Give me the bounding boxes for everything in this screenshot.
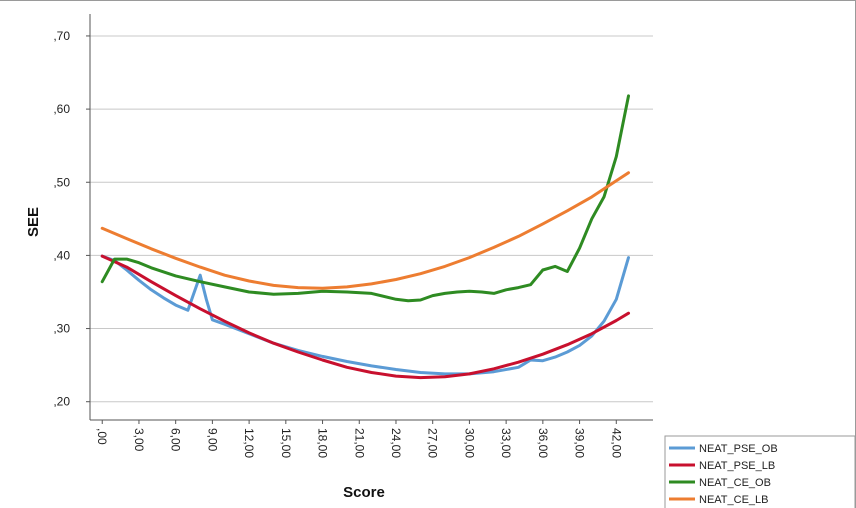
x-ticks: ,00 3,00 6,00 9,00 12,00 15,00 18,00 21,00 24,00… xyxy=(95,420,623,458)
x-tick-label-14: 42,00 xyxy=(609,428,623,458)
x-tick-label-4: 12,00 xyxy=(242,428,256,458)
y-ticks: ,20 ,30 ,40 ,50 ,60 ,70 xyxy=(53,29,90,409)
x-tick-label-7: 21,00 xyxy=(352,428,366,458)
legend-label-2: NEAT_CE_OB xyxy=(699,477,771,489)
legend: NEAT_PSE_OB NEAT_PSE_LB NEAT_CE_OB NEAT_CE_… xyxy=(664,435,856,508)
x-tick-label-9: 27,00 xyxy=(426,428,440,458)
x-tick-label-11: 33,00 xyxy=(499,428,513,458)
y-tick-label-2: ,40 xyxy=(53,248,70,262)
y-tick-label-4: ,60 xyxy=(53,102,70,116)
series-line-neat-ce-lb xyxy=(100,171,630,290)
x-tick-label-3: 9,00 xyxy=(205,428,219,452)
x-tick-label-13: 39,00 xyxy=(573,428,587,458)
x-tick-label-1: 3,00 xyxy=(132,428,146,452)
y-axis-title: SEE xyxy=(25,207,42,237)
y-tick-label-5: ,70 xyxy=(53,29,70,43)
series-line-neat-ce-ob xyxy=(100,94,630,303)
gridlines xyxy=(90,35,653,403)
y-tick-label-1: ,30 xyxy=(53,322,70,336)
x-tick-label-2: 6,00 xyxy=(169,428,183,452)
x-tick-label-5: 15,00 xyxy=(279,428,293,458)
x-tick-label-6: 18,00 xyxy=(316,428,330,458)
legend-label-0: NEAT_PSE_OB xyxy=(699,443,778,455)
y-tick-label-3: ,50 xyxy=(53,175,70,189)
axes xyxy=(89,14,653,421)
series-line-neat-pse-ob xyxy=(100,254,630,376)
legend-label-3: NEAT_CE_LB xyxy=(699,494,769,506)
x-tick-label-0: ,00 xyxy=(95,428,109,445)
y-tick-label-0: ,20 xyxy=(53,395,70,409)
series-lines xyxy=(100,94,630,380)
x-tick-label-12: 36,00 xyxy=(536,428,550,458)
x-tick-label-8: 24,00 xyxy=(389,428,403,458)
legend-label-1: NEAT_PSE_LB xyxy=(699,460,775,472)
x-tick-label-10: 30,00 xyxy=(462,428,476,458)
legend-box xyxy=(664,435,856,508)
x-axis-title: Score xyxy=(343,484,385,501)
series-line-neat-pse-lb xyxy=(100,254,630,380)
